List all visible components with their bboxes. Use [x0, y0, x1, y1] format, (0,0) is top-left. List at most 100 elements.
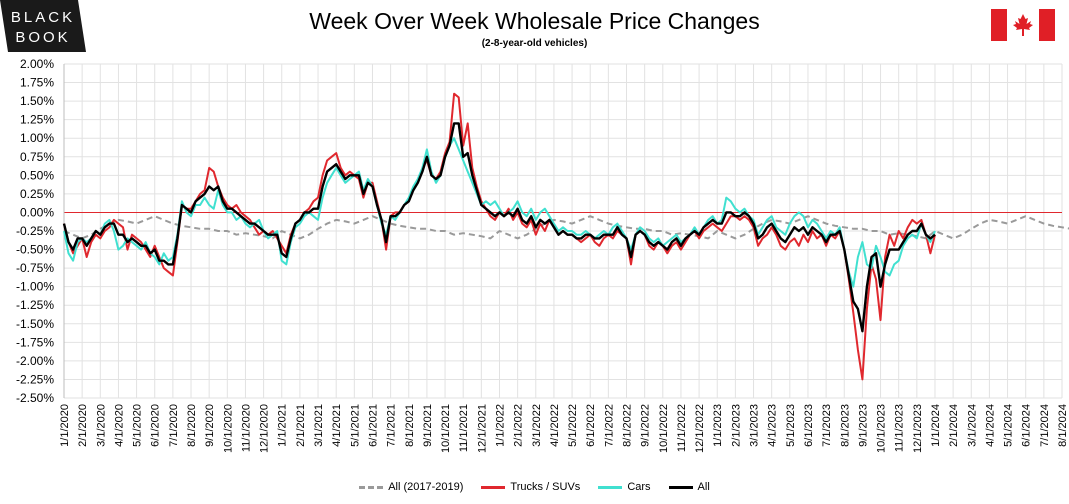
x-tick-label: 2/1/2021	[295, 404, 307, 447]
x-tick-label: 3/1/2022	[531, 404, 543, 447]
chart-legend: All (2017-2019) Trucks / SUVs Cars All	[0, 481, 1069, 493]
x-tick-label: 12/1/2020	[259, 404, 271, 453]
legend-item-trucks-suvs: Trucks / SUVs	[481, 481, 580, 493]
x-tick-label: 2/1/2024	[948, 404, 960, 447]
x-tick-label: 9/1/2021	[422, 404, 434, 447]
x-tick-label: 7/1/2020	[168, 404, 180, 447]
x-tick-label: 4/1/2024	[984, 404, 996, 447]
chart-subtitle: (2-8-year-old vehicles)	[481, 38, 588, 49]
x-tick-label: 5/1/2024	[1003, 404, 1015, 447]
logo-line1: BLACK	[11, 9, 75, 26]
x-tick-label: 9/1/2022	[640, 404, 652, 447]
x-tick-label: 6/1/2023	[803, 404, 815, 447]
legend-label: Trucks / SUVs	[510, 481, 581, 493]
x-tick-label: 11/1/2021	[458, 404, 470, 452]
x-tick-label: 1/1/2021	[277, 404, 289, 447]
legend-label: All	[697, 481, 710, 493]
x-tick-label: 7/1/2024	[1039, 404, 1051, 447]
x-tick-label: 11/1/2020	[240, 404, 252, 452]
legend-item-cars: Cars	[598, 481, 651, 493]
legend-swatch-black	[668, 485, 693, 489]
y-tick-label: -0.50%	[16, 243, 54, 257]
chart-series	[62, 92, 1069, 381]
y-tick-label: 1.25%	[20, 113, 54, 127]
x-tick-label: 6/1/2022	[585, 404, 597, 447]
x-tick-label: 12/1/2021	[476, 404, 488, 453]
y-tick-label: -2.50%	[16, 391, 54, 405]
y-tick-label: 1.00%	[20, 131, 54, 145]
x-tick-label: 10/1/2023	[876, 404, 888, 453]
x-tick-label: 3/1/2024	[966, 404, 978, 447]
logo-line2: BOOK	[15, 29, 70, 46]
series-line-all	[62, 122, 936, 333]
x-tick-label: 1/1/2022	[494, 404, 506, 447]
y-tick-label: 0.00%	[20, 205, 54, 219]
y-tick-label: -1.50%	[16, 317, 54, 331]
y-tick-label: -1.00%	[16, 280, 54, 294]
x-tick-label: 6/1/2020	[150, 404, 162, 447]
y-tick-label: 0.75%	[20, 150, 54, 164]
x-tick-label: 7/1/2021	[386, 404, 398, 447]
chart-title: Week Over Week Wholesale Price Changes	[309, 8, 760, 34]
y-tick-label: -2.00%	[16, 354, 54, 368]
legend-swatch-dashed	[359, 485, 384, 489]
x-tick-label: 1/1/2024	[930, 404, 942, 447]
x-tick-label: 3/1/2020	[95, 404, 107, 447]
x-tick-label: 5/1/2021	[349, 404, 361, 447]
x-tick-label: 12/1/2022	[694, 404, 706, 453]
legend-item-all-2017-2019: All (2017-2019)	[359, 481, 463, 493]
x-tick-label: 6/1/2024	[1021, 404, 1033, 447]
x-tick-label: 11/1/2023	[894, 404, 906, 452]
x-tick-label: 3/1/2021	[313, 404, 325, 447]
x-tick-label: 9/1/2020	[204, 404, 216, 447]
y-tick-label: -1.75%	[16, 335, 54, 349]
legend-swatch-teal	[598, 485, 623, 489]
x-tick-label: 2/1/2022	[513, 404, 525, 447]
y-tick-label: 2.00%	[20, 57, 54, 71]
y-tick-label: 0.50%	[20, 168, 54, 182]
legend-item-all: All	[668, 481, 710, 493]
x-tick-label: 8/1/2023	[839, 404, 851, 447]
x-tick-label: 5/1/2023	[785, 404, 797, 447]
legend-label: All (2017-2019)	[388, 481, 464, 493]
x-tick-label: 2/1/2023	[730, 404, 742, 447]
x-tick-label: 11/1/2022	[676, 404, 688, 452]
y-tick-label: -0.75%	[16, 261, 54, 275]
x-tick-label: 2/1/2020	[77, 404, 89, 447]
x-tick-label: 8/1/2022	[622, 404, 634, 447]
x-tick-label: 10/1/2021	[440, 404, 452, 453]
legend-swatch-red	[481, 485, 506, 489]
x-tick-label: 7/1/2023	[821, 404, 833, 447]
x-tick-label: 1/1/2020	[59, 404, 71, 447]
black-book-logo: BLACK BOOK	[0, 0, 86, 52]
x-tick-label: 10/1/2020	[222, 404, 234, 453]
x-tick-label: 8/1/2021	[404, 404, 416, 447]
x-tick-label: 8/1/2020	[186, 404, 198, 447]
x-tick-label: 7/1/2022	[603, 404, 615, 447]
legend-label: Cars	[627, 481, 651, 493]
x-tick-label: 6/1/2021	[367, 404, 379, 447]
x-tick-label: 8/1/2024	[1057, 404, 1069, 447]
x-tick-label: 4/1/2021	[331, 404, 343, 447]
x-tick-label: 5/1/2022	[567, 404, 579, 447]
y-tick-label: -2.25%	[16, 372, 54, 386]
x-tick-label: 12/1/2023	[912, 404, 924, 453]
canada-flag-icon	[991, 9, 1055, 41]
series-line-cars	[63, 137, 936, 288]
x-tick-label: 4/1/2022	[549, 404, 561, 447]
y-tick-label: 1.75%	[20, 76, 54, 90]
x-tick-label: 1/1/2023	[712, 404, 724, 447]
y-tick-label: -0.25%	[16, 224, 54, 238]
x-tick-label: 10/1/2022	[658, 404, 670, 453]
x-tick-label: 5/1/2020	[132, 404, 144, 447]
y-tick-label: -1.25%	[16, 298, 54, 312]
x-tick-label: 4/1/2020	[113, 404, 125, 447]
y-axis-ticks: 2.00% 1.75% 1.50% 1.25% 1.00% 0.75% 0.50% 0.25%…	[16, 57, 54, 405]
x-tick-label: 9/1/2023	[857, 404, 869, 447]
x-axis-ticks: 1/1/2020 2/1/2020 3/1/2020 4/1/2020 5/1/2020…	[59, 404, 1069, 453]
x-tick-label: 3/1/2023	[749, 404, 761, 447]
x-tick-label: 4/1/2023	[767, 404, 779, 447]
y-tick-label: 0.25%	[20, 187, 54, 201]
y-tick-label: 1.50%	[20, 94, 54, 108]
